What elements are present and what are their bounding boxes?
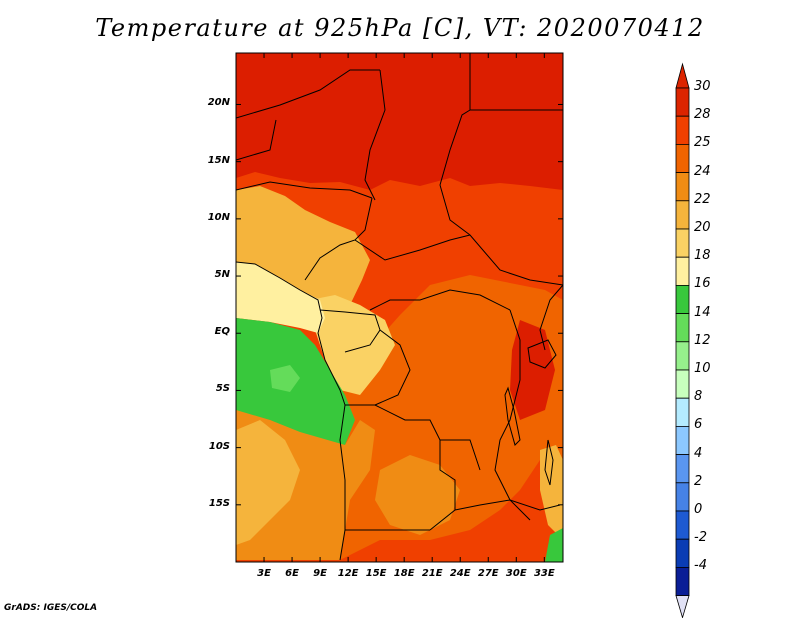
lake-victoria [527, 339, 557, 369]
colorbar-label: -4 [694, 558, 707, 574]
lon-tick-label: 27E [477, 568, 499, 579]
map-title: Temperature at 925hPa [C], VT: 202007041… [95, 14, 705, 42]
border-nigeria-east [304, 197, 373, 281]
colorbar-swatch [675, 228, 690, 258]
field-region-gulf [236, 262, 325, 333]
border-car-drc [369, 289, 511, 311]
lat-tick-label: EQ [214, 326, 230, 338]
colorbar-swatch [675, 425, 690, 455]
temperature-field [236, 53, 563, 562]
lon-tick-label: 21E [421, 568, 443, 579]
border-algeria-libya [236, 69, 380, 119]
colorbar-swatch [675, 172, 690, 202]
colorbar-swatch [675, 482, 690, 512]
colorbar-swatch [675, 369, 690, 399]
lon-tick-label: 12E [337, 568, 359, 579]
colorbar-label: 6 [694, 417, 703, 433]
colorbar-top-arrow [675, 62, 690, 89]
field-region-gabon [310, 295, 395, 395]
colorbar-label: 20 [694, 220, 711, 235]
lon-tick-label: 6E [285, 568, 299, 579]
colorbar-swatch [675, 538, 690, 568]
grads-credit: GrADS: IGES/COLA [4, 603, 98, 613]
colorbar-swatch [675, 87, 690, 117]
lat-tick-label: 5S [215, 383, 230, 395]
border-chad-car [354, 234, 471, 261]
lon-tick-label: 18E [393, 568, 415, 579]
lon-tick-label: 9E [313, 568, 327, 579]
colorbar [675, 62, 690, 618]
border-drc-angola [345, 404, 481, 471]
border-congo-drc [374, 329, 411, 406]
border-zambia-south [454, 499, 561, 511]
border-niger-chad [364, 69, 386, 201]
map-frame [235, 52, 564, 563]
border-nigeria-north [236, 181, 373, 199]
border-mali-niger [236, 119, 277, 161]
lat-tick-label: 5N [214, 269, 230, 281]
field-region-angola-plateau [236, 420, 300, 545]
colorbar-label: 8 [694, 389, 703, 405]
border-sudan-south [439, 184, 563, 286]
lon-tick-label: 15E [365, 568, 387, 579]
country-borders [236, 53, 563, 561]
colorbar-swatch [675, 200, 690, 230]
colorbar-label: 2 [694, 473, 703, 489]
lat-tick-label: 20N [207, 97, 230, 109]
border-east-coast [539, 284, 563, 351]
field-region-sahara [236, 53, 563, 190]
lake-tanganyika [504, 386, 521, 446]
colorbar-label: 14 [694, 304, 711, 320]
colorbar-label: -2 [694, 530, 707, 546]
colorbar-swatch [675, 115, 690, 145]
border-libya-egypt [439, 53, 471, 186]
colorbar-label: 4 [694, 445, 703, 461]
colorbar-swatch [675, 256, 690, 286]
lake-malawi [544, 439, 554, 486]
lon-tick-label: 24E [449, 568, 471, 579]
field-region-east-highland [540, 445, 563, 540]
colorbar-swatch [675, 510, 690, 540]
field-region-zambia-plateau [375, 455, 460, 535]
lat-tick-label: 15S [208, 497, 230, 509]
field-region-atlantic-patch [270, 365, 300, 392]
colorbar-swatch [675, 454, 690, 484]
border-cameroon-gabon [319, 309, 381, 353]
lat-tick-label: 15N [207, 154, 230, 166]
border-east-africa [494, 309, 531, 521]
colorbar-swatch [675, 397, 690, 427]
colorbar-swatch [675, 341, 690, 371]
lon-tick-label: 3E [257, 568, 271, 579]
colorbar-label: 12 [694, 332, 711, 348]
border-angola-zambia [429, 440, 456, 531]
colorbar-swatch [675, 313, 690, 343]
colorbar-swatch [675, 284, 690, 314]
colorbar-label: 25 [694, 135, 711, 151]
colorbar-label: 10 [694, 361, 711, 376]
colorbar-swatch [675, 143, 690, 173]
colorbar-label: 28 [694, 107, 711, 123]
colorbar-label: 0 [694, 502, 703, 517]
lat-tick-label: 10S [208, 440, 230, 452]
colorbar-label: 18 [694, 248, 711, 264]
colorbar-label: 16 [694, 276, 711, 292]
colorbar-bottom-arrow [675, 595, 690, 618]
colorbar-label: 24 [694, 163, 711, 179]
axis-ticks [236, 53, 563, 562]
lat-tick-label: 10N [207, 211, 230, 223]
colorbar-swatch [675, 567, 690, 597]
coastline-west [236, 261, 346, 561]
lon-tick-label: 30E [505, 568, 527, 579]
lon-tick-label: 33E [533, 568, 555, 579]
field-region-southeast-cool [545, 528, 563, 562]
colorbar-label: 22 [694, 191, 711, 207]
colorbar-label: 30 [694, 79, 711, 94]
